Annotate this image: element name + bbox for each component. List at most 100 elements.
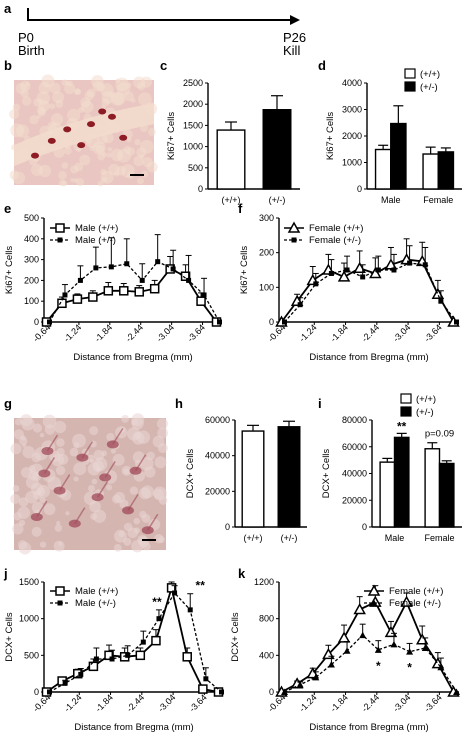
micrograph-texture <box>123 468 130 475</box>
y-tick-label: 2000 <box>342 131 362 141</box>
y-tick-label: 0 <box>34 317 39 327</box>
timeline: P0 Birth P26 Kill <box>18 8 306 58</box>
category-label: (+/+) <box>221 195 240 205</box>
micrograph-texture <box>43 503 56 516</box>
y-tick-label: 0 <box>225 522 230 532</box>
legend-label: Male (+/+) <box>75 223 118 234</box>
micrograph-texture <box>114 491 126 503</box>
point-marker <box>313 281 319 287</box>
point-marker <box>57 600 63 606</box>
point-marker <box>421 644 429 651</box>
stained-cell <box>31 152 39 159</box>
micrograph-texture <box>106 484 113 491</box>
point-marker <box>407 260 413 266</box>
micrograph-texture <box>92 509 107 523</box>
legend-label: Female (+/-) <box>309 235 361 246</box>
category-label: Female <box>423 195 453 205</box>
timeline-start-label: P0 <box>18 30 34 45</box>
significance-marker: ** <box>152 595 162 609</box>
point-marker <box>139 277 145 283</box>
y-tick-label: 40000 <box>342 469 367 479</box>
bar <box>390 122 407 190</box>
stained-cell <box>47 137 56 144</box>
panel-letter-g: g <box>4 396 12 411</box>
category-label: Male <box>381 195 401 205</box>
micrograph-texture <box>39 496 46 504</box>
y-tick-label: 60000 <box>342 442 367 452</box>
legend-label: Female (+/+) <box>389 586 443 597</box>
micrograph-texture <box>80 97 91 108</box>
micrograph-texture <box>132 432 145 445</box>
micrograph-texture <box>142 542 151 551</box>
stained-cell <box>77 142 86 149</box>
x-axis-label: Distance from Bregma (mm) <box>309 722 428 733</box>
x-tick-label: -2.44 <box>360 322 382 344</box>
panel-letter-h: h <box>175 396 183 411</box>
micrograph-texture <box>89 500 101 513</box>
point-marker <box>88 292 98 302</box>
category-label: Male <box>385 533 405 543</box>
bar <box>422 153 439 190</box>
point-marker <box>196 296 206 306</box>
stained-process <box>74 507 86 524</box>
micrograph-texture <box>14 418 23 426</box>
panel-letter-c: c <box>160 58 167 73</box>
series-line <box>45 267 218 323</box>
micrograph-texture <box>61 162 69 169</box>
y-tick-label: 100 <box>24 296 39 306</box>
point-marker <box>62 680 68 686</box>
legend-label: (+/-) <box>420 82 438 93</box>
micrograph-texture <box>49 82 61 94</box>
point-marker <box>55 586 65 596</box>
x-tick-label: -3.64 <box>422 322 444 344</box>
point-marker <box>203 676 209 682</box>
point-marker <box>187 607 193 613</box>
micrograph-texture <box>10 123 25 138</box>
y-tick-label: 800 <box>259 614 274 624</box>
micrograph-texture <box>137 92 152 107</box>
bar <box>374 148 392 190</box>
significance-marker: ** <box>196 579 206 593</box>
stained-process <box>134 454 147 472</box>
y-tick-label: 300 <box>24 255 39 265</box>
bar <box>241 430 265 528</box>
micrograph-texture <box>17 540 28 550</box>
point-marker <box>125 652 131 658</box>
y-tick-label: 20000 <box>342 495 367 505</box>
y-tick-label: 20000 <box>205 486 230 496</box>
point-marker <box>93 265 99 271</box>
y-tick-label: 500 <box>24 650 39 660</box>
x-tick-label: -3.04 <box>391 692 413 714</box>
point-marker <box>186 277 192 283</box>
micrograph-texture <box>38 100 50 112</box>
micrograph-ki67 <box>9 74 158 187</box>
point-marker <box>391 267 397 273</box>
micrograph-texture <box>55 465 66 476</box>
timeline-start-sub: Birth <box>18 43 45 58</box>
x-tick-label: -3.04 <box>154 322 176 344</box>
y-tick-label: 0 <box>357 184 362 194</box>
chart-ki67-genotype: 0 500 1000 1500 2000 2500 Ki67+ Cells (+/+) (+/-… <box>166 78 300 205</box>
x-tick-label: -2.44 <box>124 322 146 344</box>
micrograph-texture <box>31 164 43 177</box>
stained-process <box>104 461 116 478</box>
micrograph-texture <box>107 146 113 152</box>
point-marker <box>108 264 114 270</box>
x-tick-label: -1.84 <box>93 322 115 344</box>
legend-label: Female (+/+) <box>309 223 363 234</box>
point-marker <box>406 648 414 655</box>
micrograph-texture <box>97 152 106 161</box>
point-marker <box>88 661 99 672</box>
micrograph-texture <box>131 417 144 430</box>
micrograph-texture <box>52 91 65 104</box>
panel-letter-i: i <box>318 396 322 411</box>
micrograph-texture <box>157 427 169 439</box>
stained-process <box>127 494 139 511</box>
micrograph-texture <box>89 458 95 464</box>
micrograph-texture <box>101 450 107 457</box>
x-axis-label: Distance from Bregma (mm) <box>74 722 193 733</box>
point-marker <box>327 661 335 668</box>
x-tick-label: -3.64 <box>422 692 444 714</box>
